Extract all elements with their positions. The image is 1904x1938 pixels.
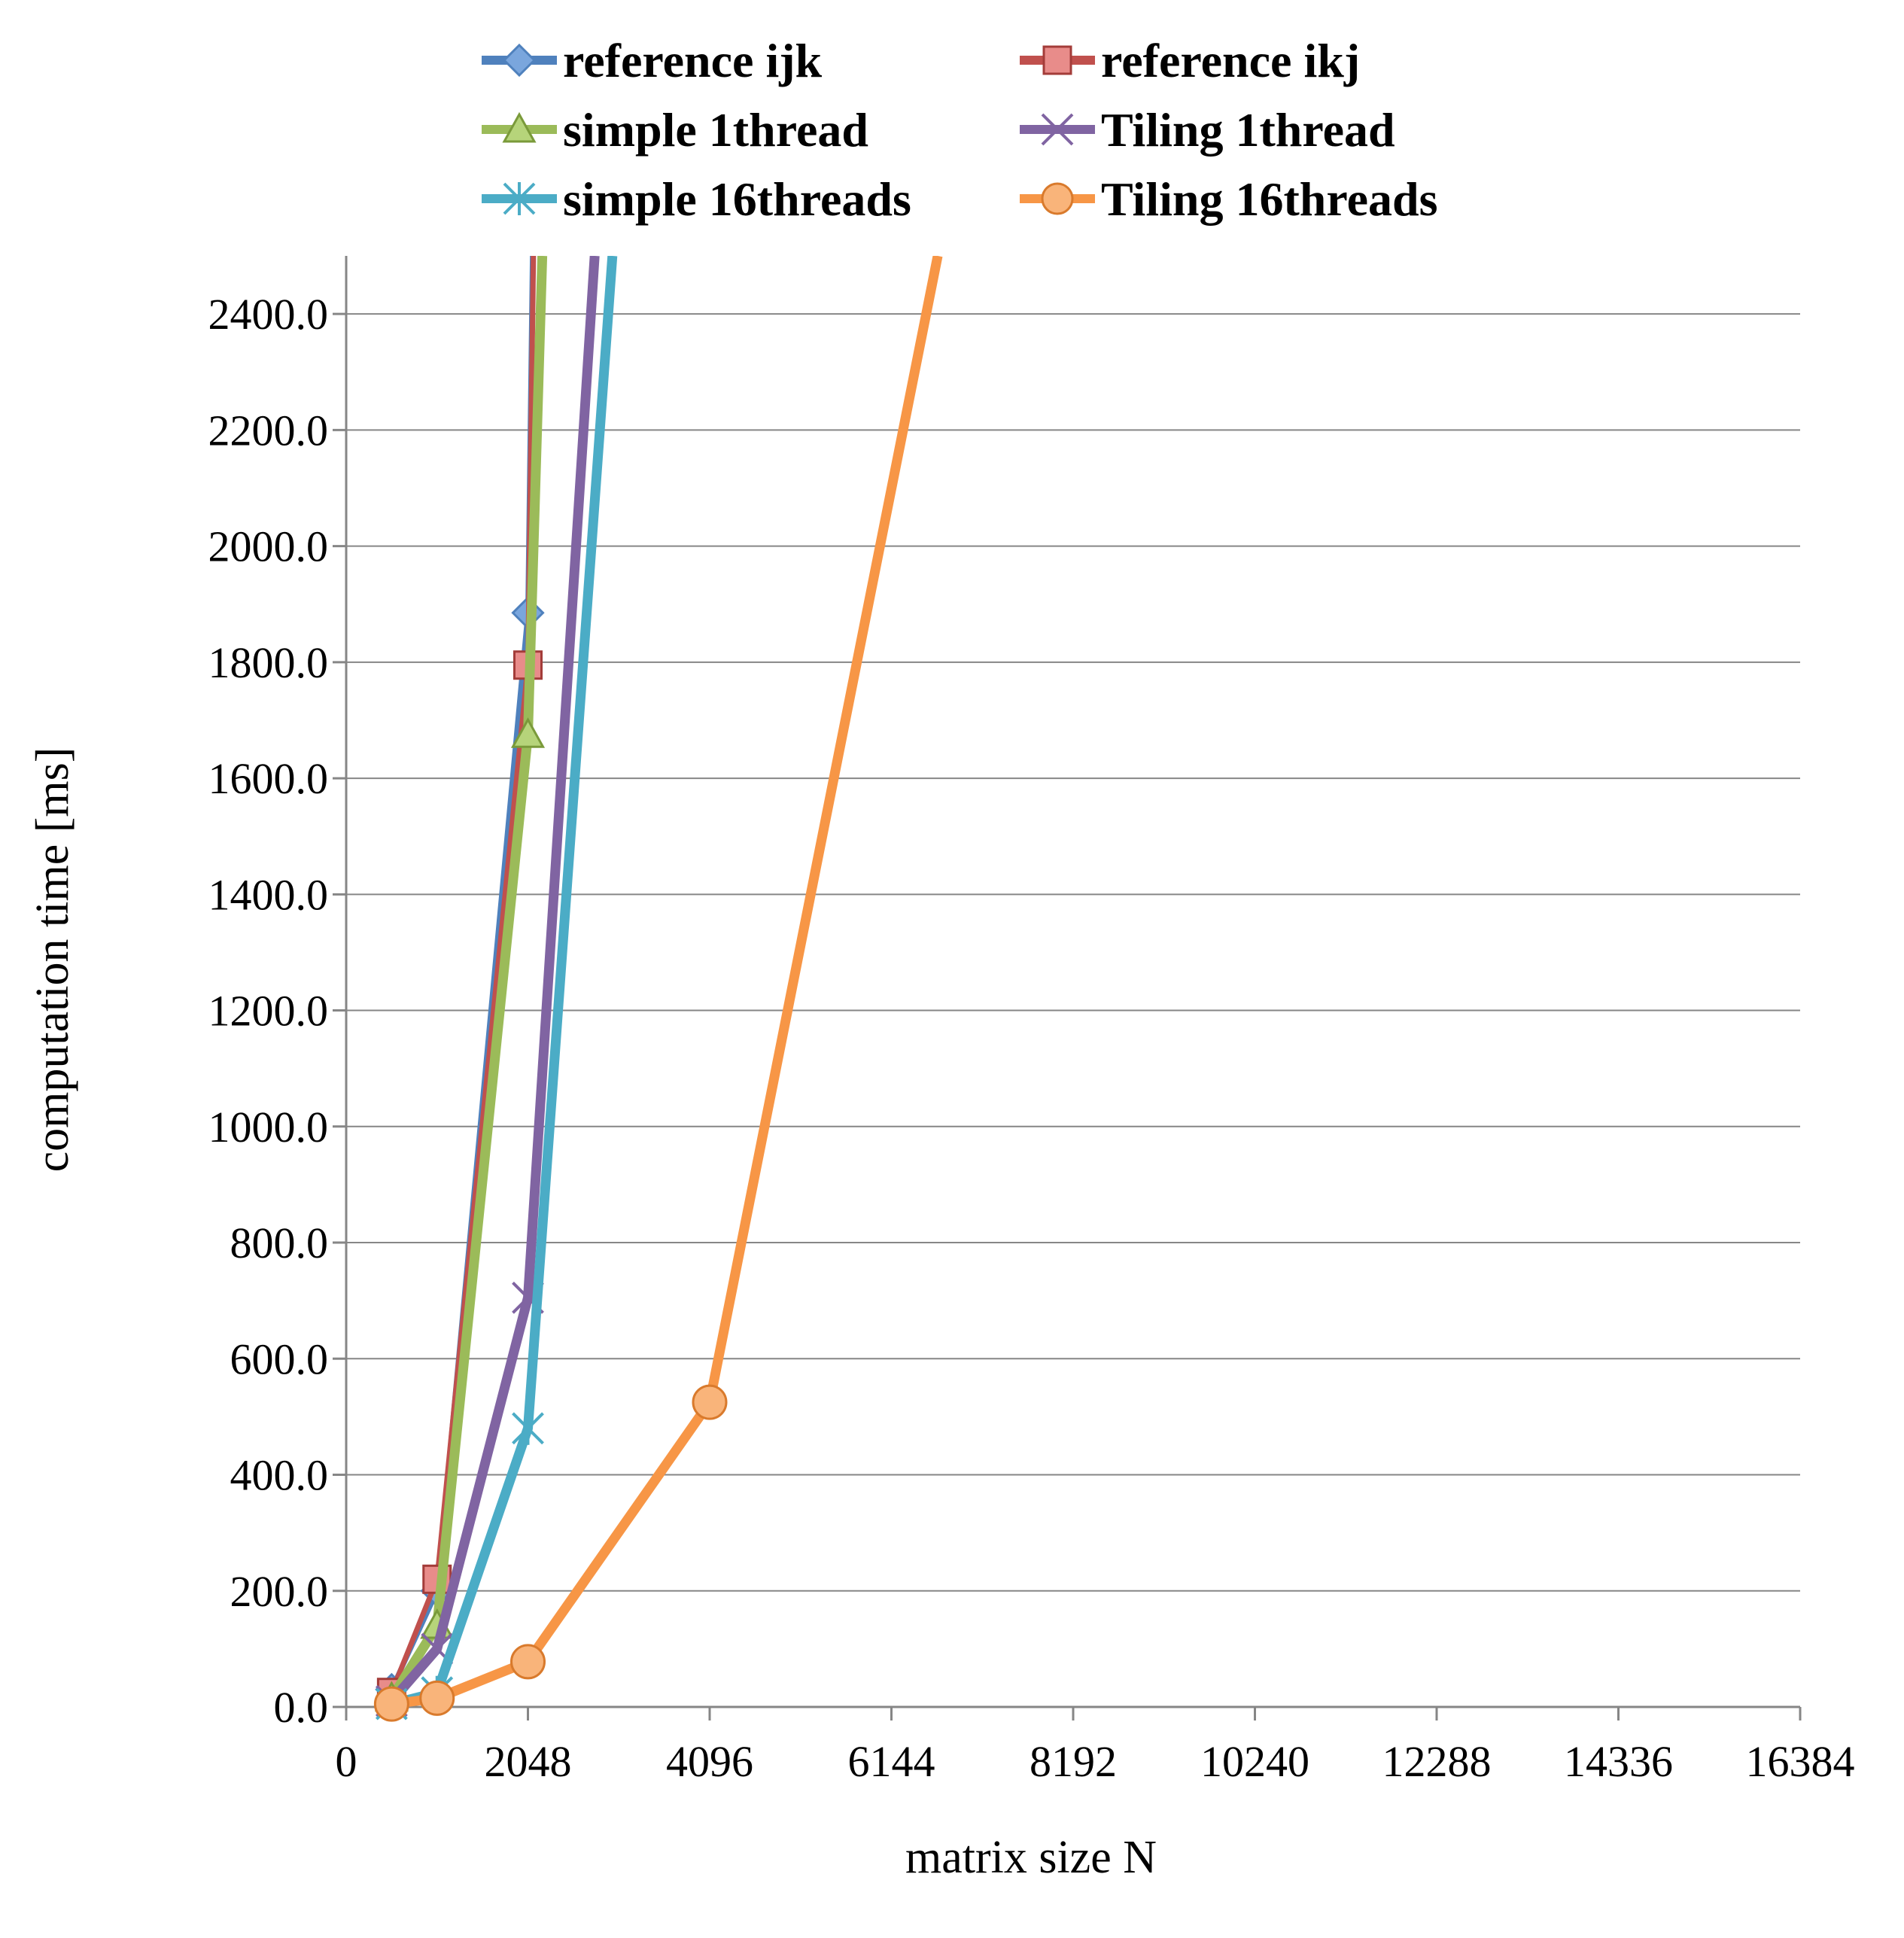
x-tick-label: 6144 [848, 1737, 935, 1786]
y-tick-label: 600.0 [230, 1334, 329, 1383]
data-point [510, 1644, 546, 1680]
y-tick-label: 1000.0 [208, 1103, 329, 1152]
y-tick-label: 800.0 [230, 1218, 329, 1267]
x-tick-label: 10240 [1200, 1737, 1309, 1786]
series-line [388, 256, 600, 1705]
legend-label: simple 1thread [563, 103, 868, 157]
y-tick-label: 1600.0 [208, 754, 329, 803]
legend-label: simple 16threads [563, 172, 911, 226]
x-axis-title: matrix size N [905, 1832, 1157, 1883]
x-tick-label: 16384 [1746, 1737, 1855, 1786]
data-point [1041, 182, 1074, 215]
x-tick-label: 2048 [485, 1737, 572, 1786]
y-tick-label: 1800.0 [208, 638, 329, 687]
data-point [510, 717, 546, 748]
legend-label: reference ijk [563, 34, 823, 87]
series-line [387, 256, 548, 1701]
y-tick-label: 400.0 [230, 1451, 329, 1500]
x-tick-label: 4096 [666, 1737, 753, 1786]
y-tick-label: 2400.0 [208, 290, 329, 339]
data-point [512, 1411, 544, 1445]
y-tick-label: 0.0 [274, 1683, 329, 1732]
legend-label: reference ikj [1101, 34, 1360, 87]
data-point [502, 43, 537, 78]
x-tick-label: 12288 [1382, 1737, 1492, 1786]
legend-entry[interactable]: simple 16threads [482, 172, 911, 226]
legend-label: Tiling 1thread [1101, 103, 1395, 157]
data-point [373, 1686, 409, 1722]
x-tick-label: 14336 [1564, 1737, 1673, 1786]
legend-entry[interactable]: Tiling 16threads [1020, 172, 1438, 226]
legend-entry[interactable]: simple 1thread [482, 103, 868, 157]
y-tick-label: 1400.0 [208, 870, 329, 919]
data-point [503, 182, 536, 215]
series-line [389, 256, 537, 1694]
series-reference-ijk [375, 256, 545, 1706]
legend-entry[interactable]: reference ijk [482, 34, 823, 87]
legend-entry[interactable]: Tiling 1thread [1020, 103, 1395, 157]
series-tiling-16threads [373, 256, 943, 1722]
y-tick-label: 2200.0 [208, 406, 329, 455]
y-tick-label: 200.0 [230, 1567, 329, 1616]
series-line [391, 256, 943, 1709]
legend-label: Tiling 16threads [1101, 172, 1438, 226]
data-point [502, 111, 537, 143]
data-point [692, 1384, 728, 1420]
data-point [1042, 45, 1072, 75]
x-tick-label: 8192 [1030, 1737, 1117, 1786]
x-tick-label: 0 [336, 1737, 357, 1786]
y-tick-label: 1200.0 [208, 987, 329, 1036]
axes: 0.0 200.0 400.0 600.0 800.0 1000.0 1200.0 1400.… [208, 256, 1855, 1786]
data-point [1041, 113, 1074, 146]
y-tick-label: 2000.0 [208, 522, 329, 571]
series-simple-1thread [374, 256, 548, 1711]
y-axis-title: computation time [ms] [27, 747, 78, 1173]
data-point [419, 1680, 455, 1716]
legend[interactable]: reference ijk reference ikj simple 1thread… [482, 34, 1438, 226]
legend-entry[interactable]: reference ikj [1020, 34, 1360, 87]
series-layer [373, 256, 943, 1722]
series-reference-ikj [376, 256, 543, 1708]
